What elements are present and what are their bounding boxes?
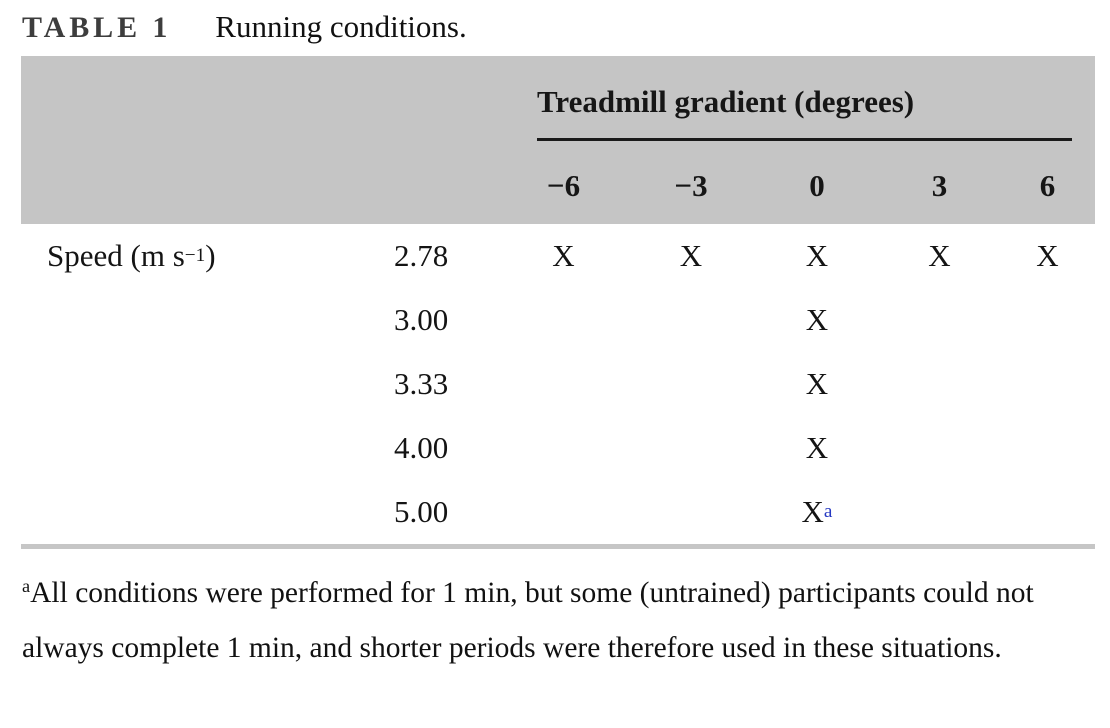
table-footnote: aAll conditions were performed for 1 min…: [22, 566, 1098, 676]
row-header-empty: [21, 416, 361, 480]
condition-mark: X: [1036, 238, 1059, 273]
header-spacer: [361, 141, 500, 224]
condition-mark: X: [805, 302, 829, 337]
speed-value: 5.00: [394, 494, 449, 529]
condition-mark: X: [805, 238, 829, 273]
table-number-label: TABLE 1: [22, 11, 172, 44]
condition-mark: X: [679, 238, 703, 273]
table-row: Speed (m s −1) 2.78 X X X X X: [21, 224, 1095, 288]
condition-mark: [1000, 352, 1095, 416]
gradient-col-header-neg3: −3: [674, 167, 708, 203]
footnote-text: All conditions were performed for 1 min,…: [22, 577, 1034, 664]
condition-mark: [500, 416, 627, 480]
speed-value: 3.00: [394, 302, 449, 337]
column-header-row: −6 −3 0 3 6: [21, 141, 1095, 224]
header-spacer: [21, 56, 361, 141]
condition-mark: [500, 480, 627, 544]
speed-value: 3.33: [394, 366, 449, 401]
header-spacer: [21, 141, 361, 224]
condition-mark: [627, 352, 755, 416]
gradient-group-header: Treadmill gradient (degrees): [537, 56, 1072, 141]
gradient-col-header-3: 3: [931, 167, 948, 203]
condition-mark: X: [552, 238, 575, 273]
gradient-group-header-label: Treadmill gradient (degrees): [537, 84, 915, 119]
condition-mark: [879, 480, 1000, 544]
table-row: 4.00 X: [21, 416, 1095, 480]
speed-value: 2.78: [394, 238, 449, 273]
condition-mark: [879, 288, 1000, 352]
row-header-empty: [21, 288, 361, 352]
table-caption-text: Running conditions.: [215, 9, 467, 44]
table-row: 3.00 X: [21, 288, 1095, 352]
table-row: 3.33 X: [21, 352, 1095, 416]
condition-mark: X: [928, 238, 951, 273]
condition-mark: [500, 352, 627, 416]
condition-mark: [627, 288, 755, 352]
speed-value: 4.00: [394, 430, 449, 465]
row-header-empty: [21, 480, 361, 544]
condition-mark: [879, 352, 1000, 416]
header-spacer: [361, 56, 500, 141]
table-bottom-rule: [21, 544, 1095, 549]
condition-mark: [1000, 480, 1095, 544]
gradient-col-header-6: 6: [1039, 167, 1056, 203]
condition-mark: [627, 480, 755, 544]
gradient-col-header-0: 0: [809, 167, 825, 203]
condition-mark: X: [801, 494, 824, 529]
table-header: Treadmill gradient (degrees) −6 −3 0 3 6: [21, 56, 1095, 224]
row-header-empty: [21, 352, 361, 416]
condition-mark: X: [805, 430, 829, 465]
condition-mark: [1000, 416, 1095, 480]
condition-mark: [500, 288, 627, 352]
footnote-marker: a: [22, 575, 31, 596]
table-body: Speed (m s −1) 2.78 X X X X X 3.00 X: [21, 224, 1095, 544]
table-caption-row: TABLE 1 Running conditions.: [0, 0, 1110, 56]
condition-mark: [627, 416, 755, 480]
condition-mark: [879, 416, 1000, 480]
row-header-speed: Speed (m s −1): [47, 238, 216, 273]
speed-unit-post: ): [205, 238, 216, 273]
running-conditions-table: Treadmill gradient (degrees) −6 −3 0 3 6…: [21, 56, 1095, 544]
condition-mark: [1000, 288, 1095, 352]
group-header-row: Treadmill gradient (degrees): [21, 56, 1095, 141]
condition-mark: X: [805, 366, 829, 401]
gradient-col-header-neg6: −6: [546, 167, 581, 203]
speed-unit-pre: Speed (m s: [47, 238, 185, 273]
